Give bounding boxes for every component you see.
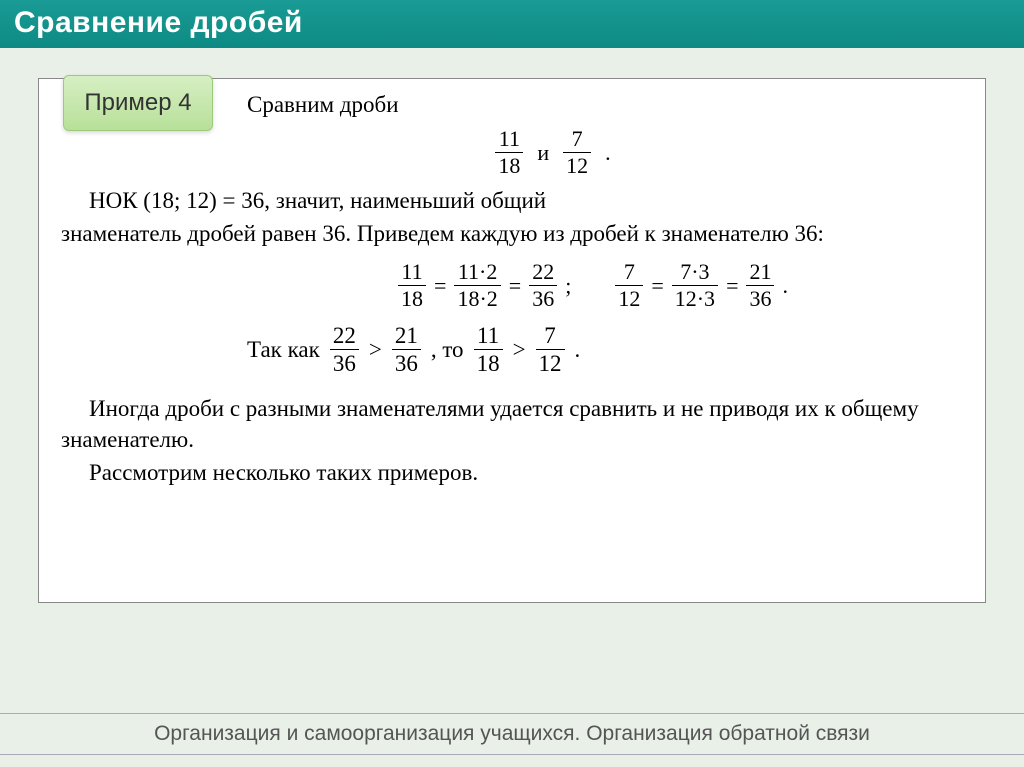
fraction: 11 18 [474, 324, 503, 375]
paragraph-line: Рассмотрим несколько таких примеров. [61, 457, 965, 488]
period: . [575, 334, 581, 365]
paragraph-line: Иногда дроби с разными знаменателями уда… [61, 393, 965, 455]
paragraph-line: знаменатель дробей равен 36. Приведем ка… [61, 218, 965, 249]
gt-sign: > [369, 334, 382, 365]
example-label: Пример 4 [84, 89, 191, 117]
intro-fractions: 11 18 и 7 12 . [139, 128, 965, 177]
slide-title: Сравнение дробей [14, 6, 303, 39]
intro-line: Сравним дроби [219, 89, 965, 120]
paragraph-line: НОК (18; 12) = 36, значит, наименьший об… [61, 185, 965, 216]
semicolon: ; [565, 271, 571, 301]
example-badge: Пример 4 [63, 75, 213, 131]
text: НОК (18; 12) = 36, значит, наименьший об… [89, 188, 546, 213]
fraction: 11 18 [495, 128, 523, 177]
conclusion-line: Так как 22 36 > 21 36 , то 11 18 > 7 [247, 324, 965, 375]
text: Иногда дроби с разными знаменателями уда… [61, 396, 919, 452]
gt-sign: > [513, 334, 526, 365]
equals: = [726, 271, 738, 301]
fraction: 7 12 [615, 261, 643, 310]
fraction: 21 36 [746, 261, 774, 310]
equals: = [651, 271, 663, 301]
period: . [782, 271, 788, 301]
text: , то [431, 334, 464, 365]
text: знаменатель дробей равен 36. Приведем ка… [61, 221, 824, 246]
text: Рассмотрим несколько таких примеров. [89, 460, 478, 485]
equals: = [509, 271, 521, 301]
fraction: 11·2 18·2 [454, 261, 500, 310]
fraction: 7 12 [536, 324, 565, 375]
fraction: 7 12 [563, 128, 591, 177]
title-bar: Сравнение дробей [0, 0, 1024, 48]
content-box: Пример 4 Сравним дроби 11 18 и 7 12 . НО… [38, 78, 986, 603]
footer-text: Организация и самоорганизация учащихся. … [154, 722, 870, 745]
body-text: Сравним дроби 11 18 и 7 12 . НОК (18; 12… [219, 89, 965, 490]
conj-and: и [537, 138, 549, 168]
fraction: 22 36 [330, 324, 359, 375]
slide: Сравнение дробей Пример 4 Сравним дроби … [0, 0, 1024, 767]
fraction: 11 18 [398, 261, 426, 310]
period: . [605, 138, 611, 168]
fraction: 7·3 12·3 [672, 261, 718, 310]
text: Так как [247, 334, 320, 365]
equals: = [434, 271, 446, 301]
fraction: 21 36 [392, 324, 421, 375]
fraction: 22 36 [529, 261, 557, 310]
footer-bar: Организация и самоорганизация учащихся. … [0, 713, 1024, 755]
equation-row: 11 18 = 11·2 18·2 = 22 36 ; 7 12 [219, 261, 965, 310]
intro-text: Сравним дроби [247, 92, 399, 117]
